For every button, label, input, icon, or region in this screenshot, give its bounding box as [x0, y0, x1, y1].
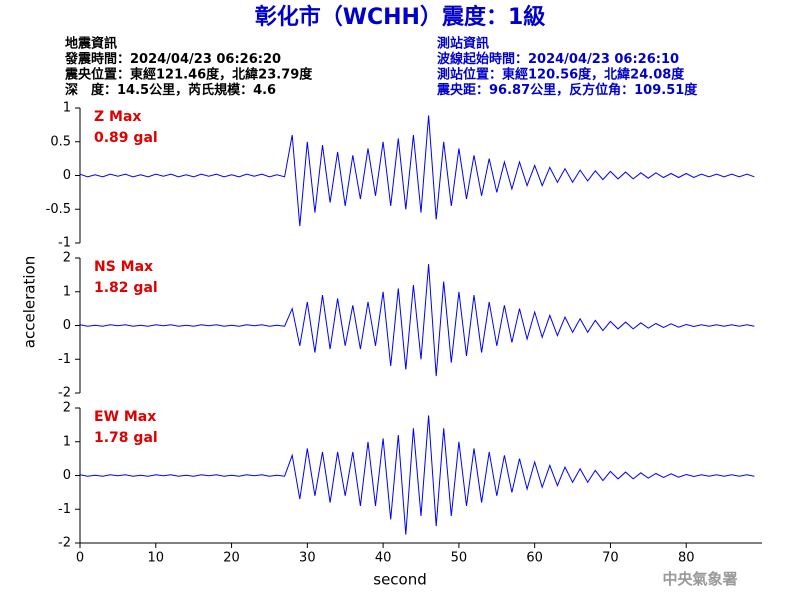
y-tick-label: -1 — [58, 502, 71, 517]
x-tick-label: 60 — [526, 551, 543, 566]
x-tick-label: 50 — [451, 551, 468, 566]
x-tick-label: 80 — [678, 551, 695, 566]
y-tick-label: -1 — [58, 236, 71, 251]
x-tick-label: 0 — [76, 551, 84, 566]
quake-info: 震央位置：東經121.46度，北緯23.79度 — [64, 67, 313, 83]
station-info: 震央距：96.87公里，反方位角：109.51度 — [436, 82, 698, 98]
waveform — [79, 264, 755, 377]
quake-info: 深 度：14.5公里，芮氏規模：4.6 — [65, 82, 276, 98]
footer: 中央氣象署 — [662, 570, 737, 588]
y-tick-label: -2 — [58, 536, 71, 551]
max-annotation: 1.78 gal — [94, 430, 158, 446]
max-annotation: NS Max — [94, 259, 153, 275]
x-tick-label: 20 — [223, 551, 240, 566]
y-tick-label: -0.5 — [46, 202, 71, 217]
x-tick-label: 70 — [602, 551, 619, 566]
y-tick-label: 1 — [63, 101, 71, 116]
waveform — [79, 415, 755, 535]
x-tick-label: 40 — [375, 551, 392, 566]
y-tick-label: 2 — [63, 401, 71, 416]
chart-title: 彰化市（WCHH）震度：1級 — [255, 4, 546, 30]
y-tick-label: 2 — [63, 251, 71, 266]
y-tick-label: -1 — [58, 352, 71, 367]
max-annotation: 1.82 gal — [94, 280, 158, 296]
max-annotation: 0.89 gal — [94, 130, 158, 146]
y-tick-label: 0 — [63, 468, 71, 483]
x-tick-label: 30 — [299, 551, 316, 566]
waveform — [79, 115, 755, 227]
y-tick-label: 0.5 — [50, 134, 71, 149]
station-info: 測站位置：東經120.56度，北緯24.08度 — [437, 67, 685, 83]
station-info: 測站資訊 — [437, 36, 489, 52]
max-annotation: EW Max — [94, 409, 156, 425]
y-tick-label: 0 — [63, 168, 71, 183]
quake-info: 地震資訊 — [65, 36, 117, 52]
station-info: 波線起始時間：2024/04/23 06:26:10 — [437, 51, 679, 67]
x-tick-label: 10 — [148, 551, 165, 566]
max-annotation: Z Max — [94, 109, 141, 125]
y-tick-label: 0 — [63, 318, 71, 333]
y-tick-label: 1 — [63, 284, 71, 299]
quake-info: 發震時間：2024/04/23 06:26:20 — [64, 51, 281, 67]
y-axis-label: acceleration — [21, 256, 39, 348]
y-tick-label: 1 — [63, 434, 71, 449]
x-axis-label: second — [373, 571, 427, 589]
y-tick-label: -2 — [58, 386, 71, 401]
